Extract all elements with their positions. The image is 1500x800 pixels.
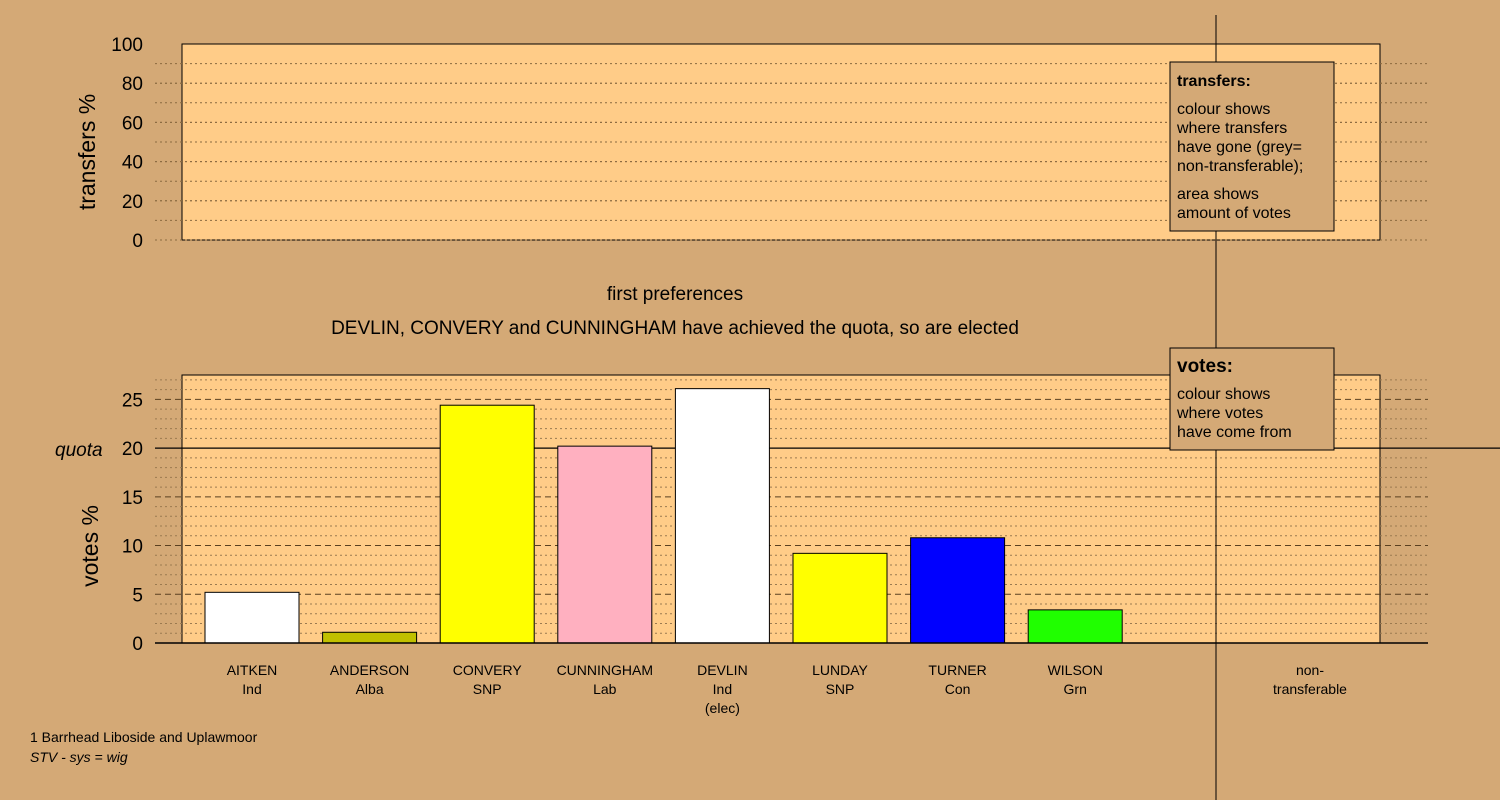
transfers-y-tick-label: 100	[111, 35, 143, 56]
votes-bars	[155, 388, 1428, 644]
transfers-legend-box	[1169, 61, 1335, 232]
transfers-legend-line: area shows	[1177, 186, 1259, 203]
votes-legend-title: votes:	[1177, 356, 1233, 377]
candidate-party: SNP	[826, 681, 855, 697]
transfers-legend-title: transfers:	[1177, 73, 1251, 90]
transfers-legend-line: non-transferable);	[1177, 158, 1303, 175]
transfers-legend: transfers: colour shows where transfers …	[1169, 61, 1335, 232]
bar-lunday	[792, 552, 888, 644]
candidate-party: Lab	[593, 681, 617, 697]
bar-cunningham	[557, 445, 653, 644]
transfers-legend-line: amount of votes	[1177, 205, 1291, 222]
votes-y-tick-label: 10	[122, 537, 143, 558]
ward-name: 1 Barrhead Liboside and Uplawmoor	[30, 729, 258, 745]
candidate-name: ANDERSON	[330, 662, 409, 678]
transfers-y-tick-label: 60	[122, 113, 143, 134]
nontransferable-label-1: non-	[1296, 662, 1324, 678]
transfers-y-axis-title: transfers %	[74, 94, 100, 210]
transfers-y-tick-label: 0	[132, 231, 143, 252]
transfers-legend-line: colour shows	[1177, 101, 1270, 118]
votes-y-tick-label: 5	[132, 585, 143, 606]
candidate-name: AITKEN	[227, 662, 278, 678]
votes-legend-line: have come from	[1177, 424, 1292, 441]
bar-aitken	[204, 591, 300, 644]
votes-legend-line: colour shows	[1177, 386, 1270, 403]
votes-y-tick-label: 15	[122, 488, 143, 509]
status-title: DEVLIN, CONVERY and CUNNINGHAM have achi…	[331, 318, 1019, 339]
candidate-name: LUNDAY	[812, 662, 868, 678]
candidate-party: Con	[945, 681, 971, 697]
candidate-name: CONVERY	[453, 662, 523, 678]
candidate-party: Ind	[713, 681, 732, 697]
transfers-y-ticks: 0 20 40 60 80 100	[111, 35, 143, 252]
candidate-name: CUNNINGHAM	[557, 662, 653, 678]
candidate-party: Grn	[1064, 681, 1087, 697]
nontransferable-label-2: transferable	[1273, 681, 1347, 697]
quota-label: quota	[55, 440, 103, 461]
votes-y-ticks: 0 5 10 15 20 25	[122, 390, 143, 655]
bar-devlin	[674, 388, 770, 644]
votes-y-axis-title: votes %	[77, 505, 103, 587]
votes-legend-box	[1169, 347, 1335, 451]
bar-turner	[910, 537, 1006, 644]
transfers-legend-line: where transfers	[1176, 120, 1287, 137]
bar-wilson	[1027, 609, 1123, 644]
candidate-party: SNP	[473, 681, 502, 697]
system-label: STV - sys = wig	[30, 749, 128, 765]
transfers-y-tick-label: 80	[122, 74, 143, 95]
candidate-name: TURNER	[928, 662, 986, 678]
candidate-labels: AITKEN Ind ANDERSON Alba CONVERY SNP CUNNINGHA…	[227, 662, 1103, 716]
votes-y-tick-label: 25	[122, 390, 143, 411]
candidate-party: Ind	[242, 681, 261, 697]
bar-convery	[439, 404, 535, 644]
transfers-y-tick-label: 40	[122, 153, 143, 174]
candidate-status: (elec)	[705, 700, 740, 716]
candidate-name: WILSON	[1048, 662, 1103, 678]
votes-y-tick-label: 0	[132, 634, 143, 655]
votes-legend-line: where votes	[1176, 405, 1263, 422]
bar-anderson	[322, 631, 418, 644]
votes-y-tick-label: 20	[122, 439, 143, 460]
candidate-party: Alba	[356, 681, 384, 697]
stage-title: first preferences	[607, 284, 743, 305]
candidate-name: DEVLIN	[697, 662, 748, 678]
transfers-y-tick-label: 20	[122, 192, 143, 213]
votes-legend: votes: colour shows where votes have com…	[1169, 347, 1335, 451]
transfers-legend-line: have gone (grey=	[1177, 139, 1302, 156]
